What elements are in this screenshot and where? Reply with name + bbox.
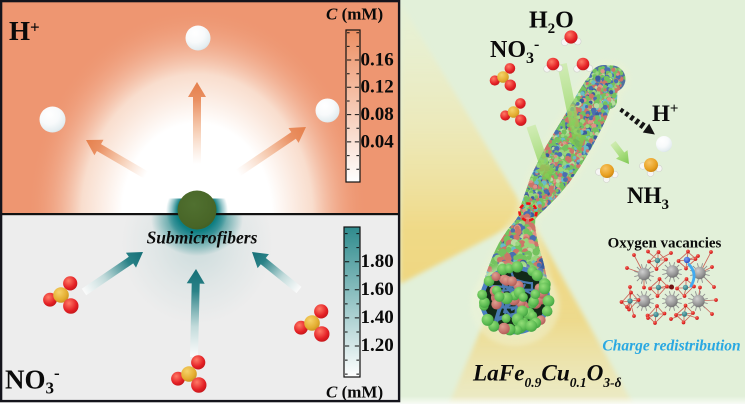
svg-text:0.08: 0.08 bbox=[361, 104, 394, 125]
svg-text:1.80: 1.80 bbox=[361, 251, 394, 272]
svg-text:1.60: 1.60 bbox=[361, 279, 394, 300]
svg-text:Submicrofibers: Submicrofibers bbox=[147, 228, 258, 248]
svg-text:1.20: 1.20 bbox=[361, 335, 394, 356]
svg-text:C (mM): C (mM) bbox=[326, 5, 383, 24]
svg-text:0.04: 0.04 bbox=[361, 131, 395, 152]
svg-text:0.16: 0.16 bbox=[361, 49, 394, 70]
svg-text:1.40: 1.40 bbox=[361, 307, 394, 328]
svg-text:0.12: 0.12 bbox=[361, 77, 394, 98]
svg-text:C (mM): C (mM) bbox=[326, 383, 383, 402]
svg-text:Charge redistribution: Charge redistribution bbox=[602, 338, 740, 355]
svg-text:LaFe0.9Cu0.1O3-δ: LaFe0.9Cu0.1O3-δ bbox=[472, 361, 622, 390]
svg-text:Oxygen vacancies: Oxygen vacancies bbox=[608, 236, 722, 252]
